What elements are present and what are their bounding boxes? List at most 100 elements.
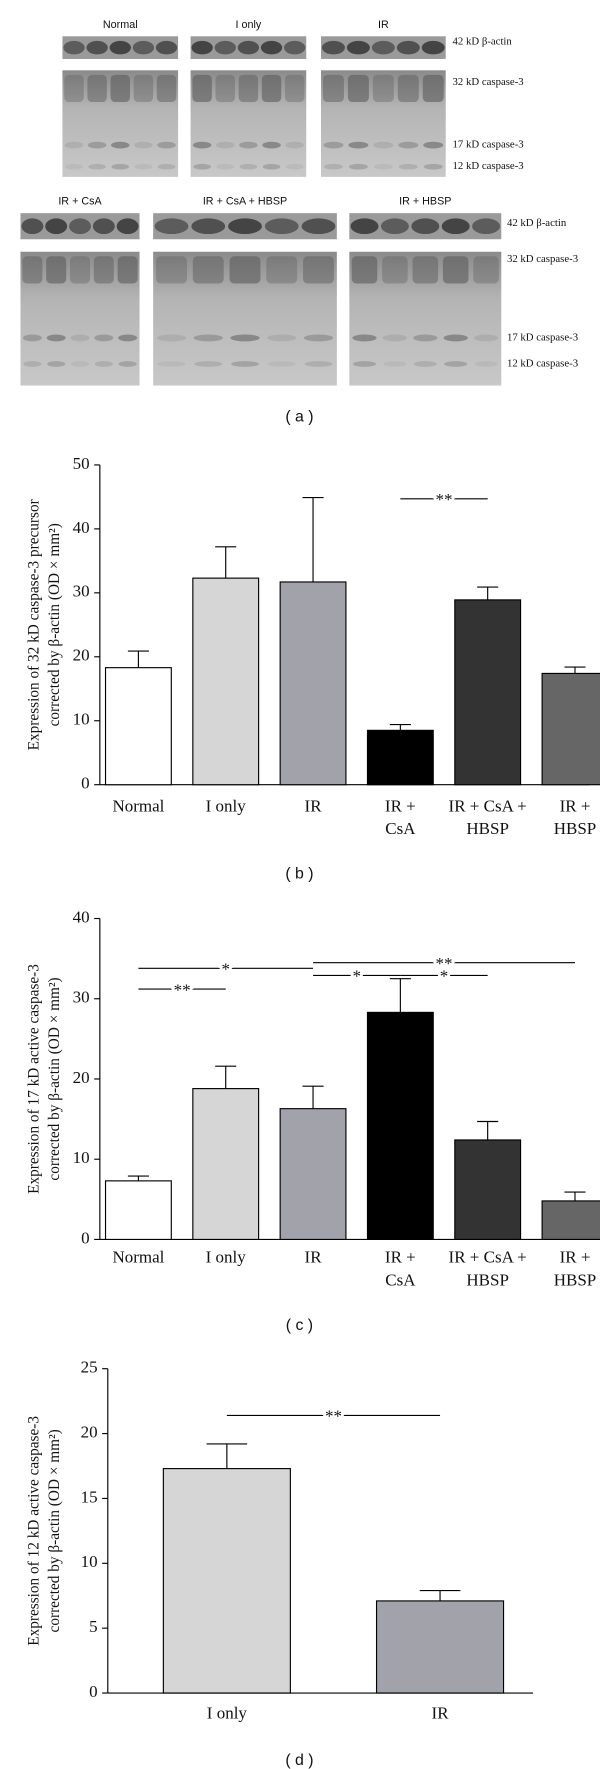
- precursor-band: [87, 74, 107, 103]
- active-band: [46, 334, 66, 342]
- significance-label: **: [325, 1407, 342, 1426]
- active-band: [373, 163, 393, 170]
- x-tick-label: I only: [206, 1248, 247, 1267]
- significance-label: **: [174, 980, 191, 999]
- active-band: [22, 334, 42, 342]
- significance-label: **: [436, 490, 453, 509]
- precursor-band: [473, 256, 499, 284]
- marker-label: 12 kD caspase-3: [507, 357, 578, 369]
- actin-band: [371, 40, 395, 55]
- actin-band: [69, 218, 91, 235]
- precursor-band: [93, 256, 114, 284]
- error-bar: [215, 1065, 237, 1089]
- actin-band: [260, 40, 283, 55]
- precursor-band: [382, 256, 408, 284]
- active-band: [262, 141, 281, 149]
- active-band: [94, 334, 114, 342]
- precursor-band: [46, 256, 67, 284]
- active-band: [474, 361, 498, 367]
- actin-band: [21, 218, 44, 235]
- bar: [366, 1011, 434, 1241]
- active-band: [134, 141, 153, 149]
- precursor-band: [22, 256, 43, 284]
- active-band: [47, 361, 66, 367]
- actin-band: [441, 218, 470, 235]
- x-tick-label: IR +: [385, 796, 416, 815]
- active-band: [267, 334, 297, 342]
- error-bar: [419, 1589, 461, 1601]
- active-band: [423, 141, 444, 149]
- active-band: [111, 163, 130, 170]
- active-band: [267, 361, 296, 367]
- blot-group-label: IR + CsA: [58, 196, 102, 208]
- active-band: [239, 163, 258, 170]
- precursor-band: [322, 74, 344, 103]
- active-band: [239, 141, 258, 149]
- x-tick-label: Normal: [112, 1248, 164, 1267]
- error-bar: [302, 496, 324, 582]
- actin-band: [109, 40, 131, 55]
- precursor-band: [238, 74, 259, 103]
- y-tick-label: 30: [73, 988, 90, 1007]
- y-axis-title: corrected by β-actin (OD × mm²): [46, 523, 63, 726]
- y-tick-label: 10: [81, 1552, 98, 1571]
- actin-band: [421, 40, 445, 55]
- actin-band: [301, 218, 336, 235]
- bar: [366, 729, 434, 786]
- actin-band: [214, 40, 236, 55]
- panel-label: ( b ): [285, 865, 313, 882]
- actin-band: [472, 218, 501, 235]
- active-band: [413, 361, 437, 367]
- actin-band: [411, 218, 440, 235]
- precursor-band: [117, 256, 138, 284]
- active-band: [88, 163, 106, 170]
- active-band: [70, 334, 90, 342]
- actin-band: [116, 218, 139, 235]
- x-tick-label: IR: [305, 1248, 323, 1267]
- precursor-band: [156, 74, 177, 103]
- bar: [541, 672, 600, 786]
- error-bar: [564, 666, 586, 674]
- y-axis-title: corrected by β-actin (OD × mm²): [46, 1429, 63, 1632]
- active-band: [87, 141, 107, 149]
- active-band: [304, 361, 333, 367]
- bar: [104, 667, 172, 786]
- actin-band: [132, 40, 155, 55]
- x-tick-label: CsA: [385, 819, 416, 838]
- actin-band: [380, 218, 409, 235]
- error-bar: [389, 724, 411, 731]
- marker-label: 42 kD β-actin: [453, 35, 513, 47]
- x-tick-label: HBSP: [466, 1270, 509, 1289]
- x-tick-label: IR: [305, 796, 323, 815]
- error-bar: [389, 978, 411, 1013]
- precursor-band: [261, 74, 282, 103]
- significance-label: *: [221, 959, 230, 978]
- active-band: [383, 361, 407, 367]
- bar: [454, 1139, 522, 1241]
- marker-label: 17 kD caspase-3: [453, 139, 524, 151]
- x-tick-label: IR +: [560, 1248, 591, 1267]
- y-tick-label: 10: [73, 710, 90, 729]
- active-band: [323, 163, 343, 170]
- significance-label: **: [436, 954, 453, 973]
- x-tick-label: IR: [432, 1703, 450, 1722]
- x-tick-label: I only: [207, 1703, 248, 1722]
- precursor-band: [351, 256, 378, 284]
- error-bar: [206, 1443, 248, 1469]
- error-bar: [564, 1191, 586, 1201]
- precursor-band: [215, 74, 235, 103]
- active-band: [348, 141, 369, 149]
- y-tick-label: 0: [81, 1228, 90, 1247]
- blot-group-label: I only: [236, 19, 262, 31]
- y-axis-title: Expression of 12 kD active caspase-3: [26, 1416, 43, 1646]
- precursor-band: [70, 256, 91, 284]
- bar: [279, 581, 347, 786]
- bar: [104, 1180, 172, 1241]
- error-bar: [302, 1085, 324, 1109]
- precursor-band: [442, 256, 469, 284]
- x-tick-label: IR +: [560, 796, 591, 815]
- x-tick-label: I only: [206, 796, 247, 815]
- bar: [279, 1108, 347, 1241]
